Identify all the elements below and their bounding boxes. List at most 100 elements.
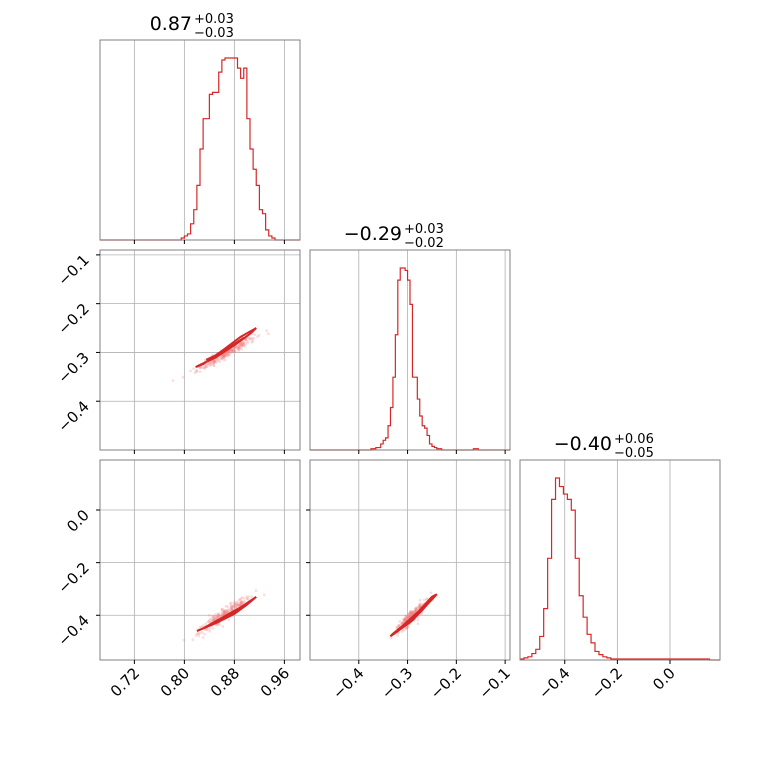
scatter-point (222, 612, 226, 616)
scatter-point (222, 609, 226, 613)
scatter-point (230, 350, 234, 354)
scatter-point (209, 620, 212, 623)
scatter-point (224, 352, 228, 356)
scatter-point (234, 602, 238, 606)
y-tick-label: −0.4 (54, 611, 92, 649)
scatter-point (216, 358, 220, 361)
titles-layer: 0.87 +0.03−0.03−0.29 +0.03−0.02−0.40 +0.06−… (150, 12, 654, 461)
param-title-minus-0: −0.03 (194, 26, 234, 41)
scatter-point (408, 611, 412, 615)
scatter-point (220, 354, 224, 358)
scatter-point (239, 597, 243, 601)
scatter-point (204, 365, 208, 368)
scatter-point (230, 348, 234, 352)
scatter-point (230, 348, 234, 352)
scatter-point (240, 347, 244, 351)
scatter-point (213, 616, 217, 620)
scatter-point (232, 349, 236, 352)
scatter-point (229, 350, 233, 354)
scatter-point (223, 610, 227, 614)
y-tick-label: 0.0 (63, 506, 93, 536)
y-tick-label: −0.2 (54, 559, 92, 597)
scatter-point (414, 608, 418, 612)
scatter-point (407, 611, 411, 615)
scatter-point (227, 618, 231, 622)
scatter-point (222, 354, 226, 358)
scatter-point (262, 593, 266, 597)
scatter-point (236, 603, 240, 607)
scatter-point (246, 341, 250, 344)
hist-panel-2 (519, 459, 721, 661)
scatter-point (228, 609, 232, 613)
scatter-point (198, 370, 202, 374)
scatter-point (226, 608, 230, 612)
scatter-point (211, 627, 215, 630)
scatter-point (396, 634, 400, 638)
scatter-point (403, 616, 407, 620)
ticks-layer: 0.72 0.80 0.88 0.96 −0.4 −0.3 −0.2 −0.1 −0.4 −0.2… (54, 240, 679, 703)
scatter-point (220, 607, 224, 611)
scatter-point (424, 597, 428, 601)
scatter-point (220, 356, 224, 360)
scatter-point (235, 601, 239, 605)
x-tick-label: 0.96 (257, 664, 293, 700)
scatter-point (207, 614, 211, 617)
scatter-point (223, 611, 227, 615)
scatter-point (203, 358, 207, 362)
y-tick-label: −0.4 (54, 397, 92, 435)
scatter-point (238, 344, 242, 348)
scatter-point (210, 618, 214, 622)
y-tick-label: −0.3 (54, 349, 92, 387)
scatter-point (210, 360, 214, 364)
scatter-point (400, 621, 404, 625)
scatter-point (417, 605, 421, 609)
pair-frame-0-1 (99, 249, 301, 451)
scatter-point (221, 625, 225, 628)
scatter-point (418, 605, 422, 608)
scatter-point (247, 336, 250, 340)
scatter-point (222, 610, 226, 614)
scatter-point (237, 347, 241, 351)
scatter-point (413, 609, 417, 613)
scatter-point (245, 597, 249, 601)
scatter-point (230, 608, 234, 611)
scatter-point (238, 343, 242, 347)
scatter-point (404, 615, 408, 618)
scatter-point (228, 349, 232, 353)
scatter-point (211, 615, 215, 618)
scatter-point (238, 598, 241, 602)
scatter-point (401, 621, 405, 624)
scatter-point (231, 350, 235, 353)
scatter-point (219, 614, 222, 618)
scatter-point (240, 599, 244, 603)
contour-1-2-1 (397, 603, 428, 631)
scatter-point (212, 615, 216, 619)
scatter-point (206, 628, 209, 632)
scatter-point (238, 603, 242, 607)
scatter-point (247, 595, 251, 599)
scatter-point (404, 617, 407, 621)
x-tick-label: −0.3 (378, 664, 416, 702)
scatter-point (219, 357, 223, 361)
scatter-point (222, 610, 226, 614)
scatter-point (224, 609, 228, 613)
x-tick-label: 0.88 (207, 664, 243, 700)
scatter-point (213, 359, 216, 363)
scatter-point (413, 609, 417, 613)
scatter-point (254, 589, 258, 592)
panels-layer (99, 39, 721, 661)
scatter-point (230, 606, 234, 610)
scatter-point (409, 609, 413, 613)
scatter-point (230, 608, 234, 612)
scatter-point (221, 353, 225, 357)
scatter-point (245, 340, 249, 343)
scatter-point (418, 604, 422, 608)
pair-content-0-2 (182, 589, 266, 642)
scatter-point (406, 625, 409, 629)
scatter-point (242, 600, 246, 604)
scatter-point (216, 357, 220, 361)
scatter-point (227, 350, 231, 354)
scatter-point (397, 624, 401, 628)
scatter-point (416, 618, 420, 622)
